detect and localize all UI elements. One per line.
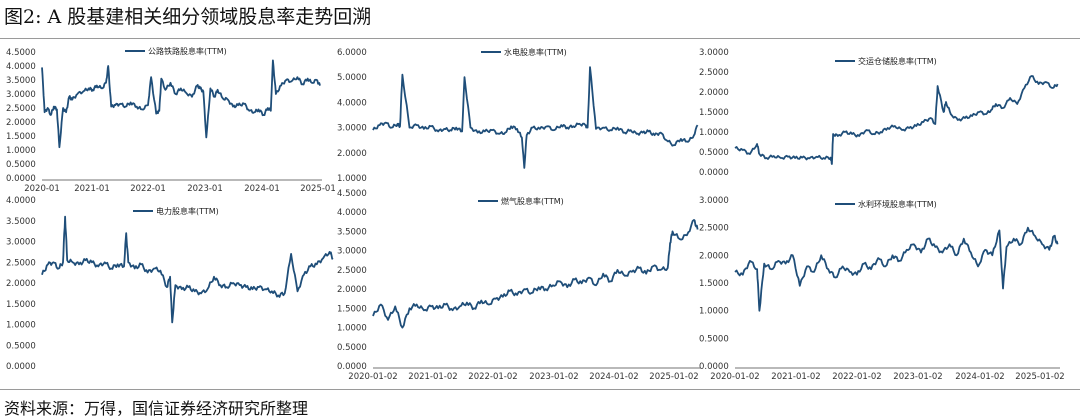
y-tick-label: 1.0000 [699, 307, 729, 317]
y-tick-label: 0.0000 [699, 362, 729, 372]
y-tick-label: 3.5000 [337, 227, 367, 237]
y-tick-label: 3.0000 [337, 124, 367, 134]
x-tick-label: 2025-01-02 [649, 372, 698, 382]
x-tick-label: 2020-01 [24, 184, 60, 194]
y-tick-label: 2.5000 [6, 258, 36, 268]
y-tick-label: 4.0000 [337, 208, 367, 218]
series-line [41, 59, 321, 149]
y-tick-label: 6.0000 [337, 48, 367, 58]
y-tick-label: 2.0000 [6, 279, 36, 289]
y-tick-label: 0.5000 [699, 334, 729, 344]
x-tick-label: 2024-01 [244, 184, 280, 194]
y-tick-label: 1.5000 [6, 132, 36, 142]
legend-label: 公路铁路股息率(TTM) [148, 46, 227, 56]
x-tick-label: 2024-01-02 [589, 372, 638, 382]
y-tick-label: 0.0000 [6, 174, 36, 184]
y-tick-label: 3.0000 [6, 238, 36, 248]
x-tick-label: 2021-01-02 [408, 372, 457, 382]
y-tick-label: 1.5000 [6, 300, 36, 310]
bottom-rule [0, 389, 1080, 390]
source-note: 资料来源：万得，国信证券经济研究所整理 [4, 399, 309, 418]
y-tick-label: 2.5000 [337, 266, 367, 276]
y-tick-label: 3.0000 [699, 196, 729, 206]
y-tick-label: 1.0000 [6, 146, 36, 156]
figure-title: 图2: A 股基建相关细分领域股息率走势回溯 [4, 6, 372, 28]
x-tick-label: 2024-01-02 [955, 372, 1004, 382]
series-line [372, 218, 699, 329]
legend-label: 水利环境股息率(TTM) [858, 199, 937, 209]
y-tick-label: 0.5000 [699, 148, 729, 158]
y-tick-label: 3.0000 [699, 48, 729, 58]
series-line [372, 66, 699, 169]
y-tick-label: 1.0000 [337, 174, 367, 184]
x-tick-label: 2025-01-02 [1015, 372, 1064, 382]
y-tick-label: 1.0000 [337, 324, 367, 334]
legend-label: 电力股息率(TTM) [156, 206, 219, 216]
series-line [734, 226, 1059, 312]
y-tick-label: 3.0000 [6, 90, 36, 100]
x-tick-label: 2022-01-02 [832, 372, 881, 382]
y-tick-label: 4.0000 [337, 98, 367, 108]
y-tick-label: 4.5000 [337, 189, 367, 199]
y-tick-label: 1.0000 [6, 321, 36, 331]
x-tick-label: 2025-01 [300, 184, 336, 194]
y-tick-label: 0.5000 [6, 341, 36, 351]
x-tick-label: 2022-01-02 [468, 372, 517, 382]
legend-label: 交运仓储股息率(TTM) [858, 56, 937, 66]
y-tick-label: 0.0000 [699, 168, 729, 178]
x-tick-label: 2022-01 [130, 184, 166, 194]
y-tick-label: 2.5000 [699, 68, 729, 78]
y-tick-label: 4.5000 [6, 48, 36, 58]
y-tick-label: 3.5000 [6, 76, 36, 86]
y-tick-label: 0.5000 [337, 343, 367, 353]
y-tick-label: 3.0000 [337, 247, 367, 257]
series-line [41, 215, 334, 324]
y-tick-label: 0.0000 [337, 362, 367, 372]
y-tick-label: 5.0000 [337, 73, 367, 83]
y-tick-label: 2.0000 [699, 88, 729, 98]
y-tick-label: 2.5000 [699, 224, 729, 234]
y-tick-label: 4.0000 [6, 196, 36, 206]
legend-label: 水电股息率(TTM) [504, 47, 567, 57]
legend-label: 燃气股息率(TTM) [501, 196, 564, 206]
y-tick-label: 2.0000 [6, 118, 36, 128]
series-line [734, 75, 1059, 165]
y-tick-label: 0.5000 [6, 160, 36, 170]
y-tick-label: 2.5000 [6, 104, 36, 114]
x-tick-label: 2021-01-02 [771, 372, 820, 382]
x-tick-label: 2020-01-02 [348, 372, 397, 382]
y-tick-label: 2.0000 [337, 149, 367, 159]
y-tick-label: 1.0000 [699, 128, 729, 138]
y-tick-label: 4.0000 [6, 62, 36, 72]
y-tick-label: 1.5000 [699, 108, 729, 118]
y-tick-label: 2.0000 [699, 251, 729, 261]
chart-grid: 0.0000 0.5000 1.0000 1.5000 2.0000 2.5000 3.00… [6, 46, 1065, 382]
y-tick-label: 1.5000 [699, 279, 729, 289]
x-tick-label: 2023-01-02 [529, 372, 578, 382]
y-tick-label: 3.5000 [6, 217, 36, 227]
top-rule [0, 38, 1080, 39]
x-tick-label: 2020-01-02 [710, 372, 759, 382]
y-tick-label: 1.5000 [337, 304, 367, 314]
y-tick-label: 2.0000 [337, 285, 367, 295]
x-tick-label: 2021-01 [74, 184, 110, 194]
y-tick-label: 0.0000 [6, 362, 36, 372]
x-tick-label: 2023-01 [187, 184, 223, 194]
x-tick-label: 2023-01-02 [893, 372, 942, 382]
